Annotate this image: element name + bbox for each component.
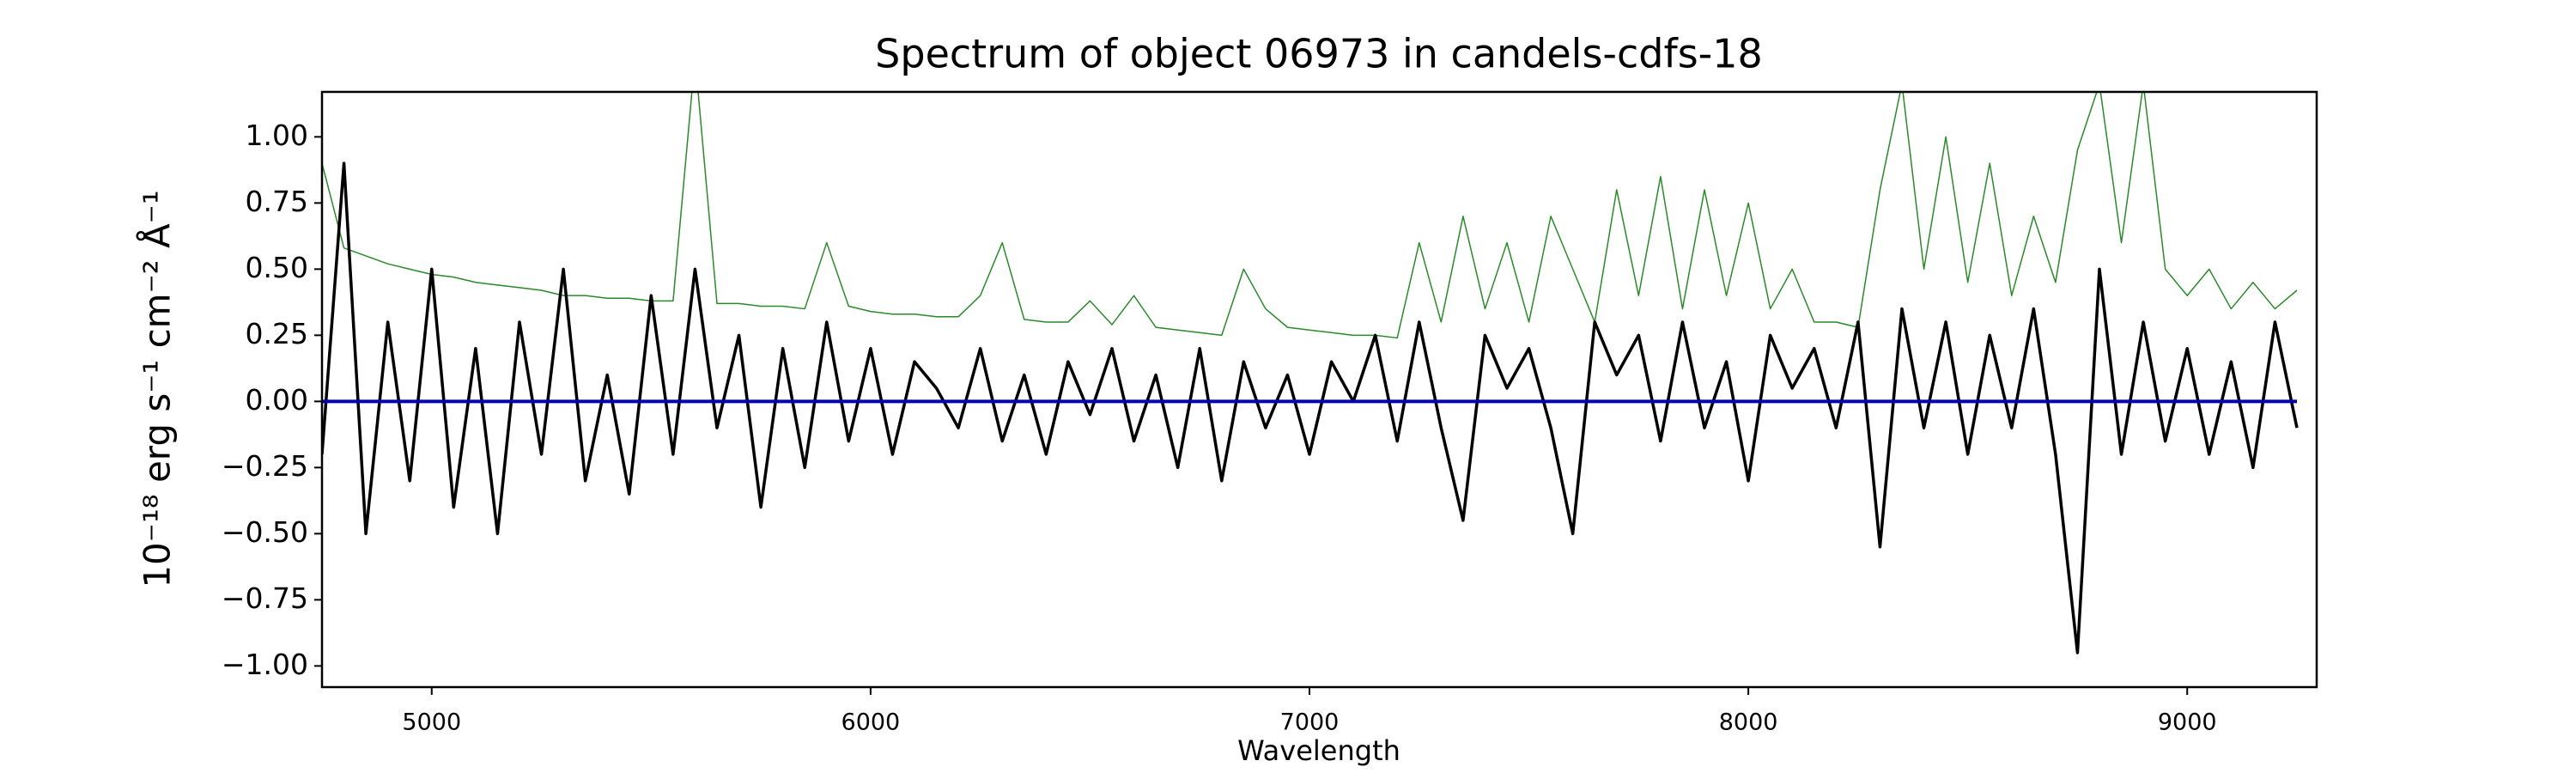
y-tick-label: 0.00 [246,383,308,417]
y-tick-label: 0.75 [246,185,308,218]
y-tick-label: 1.00 [246,119,308,152]
y-tick-label: −1.00 [222,648,308,681]
x-tick-label: 8000 [1719,709,1778,736]
y-tick-label: 0.50 [246,251,308,284]
y-tick-label: −0.50 [222,515,308,549]
x-axis-label: Wavelength [1237,734,1400,767]
y-tick-label: −0.25 [222,449,308,483]
y-tick-label: −0.75 [222,581,308,615]
plot-area [322,92,2299,654]
spectrum-line [322,161,2299,654]
y-tick-label: 0.25 [246,317,308,350]
plot-frame [320,90,2318,689]
x-tick-label: 7000 [1280,709,1340,736]
y-axis-label: 10⁻¹⁸ erg s⁻¹ cm⁻² Å⁻¹ [136,190,179,587]
x-tick-label: 5000 [402,709,461,736]
spectrum-line [322,92,2298,339]
chart-title: Spectrum of object 06973 in candels-cdfs… [875,31,1763,77]
x-tick-label: 9000 [2158,709,2217,736]
x-tick-label: 6000 [841,709,901,736]
